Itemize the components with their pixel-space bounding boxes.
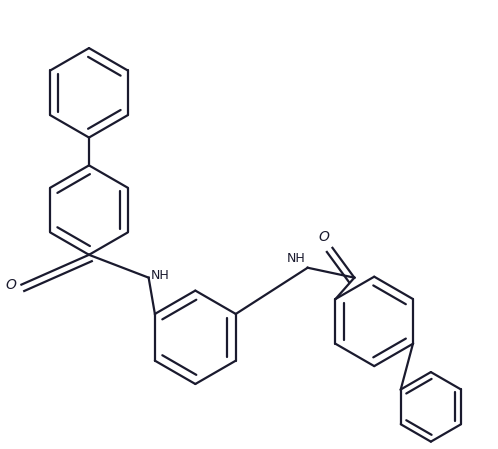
- Text: NH: NH: [287, 252, 306, 265]
- Text: NH: NH: [150, 269, 169, 282]
- Text: O: O: [319, 230, 330, 244]
- Text: O: O: [5, 277, 16, 292]
